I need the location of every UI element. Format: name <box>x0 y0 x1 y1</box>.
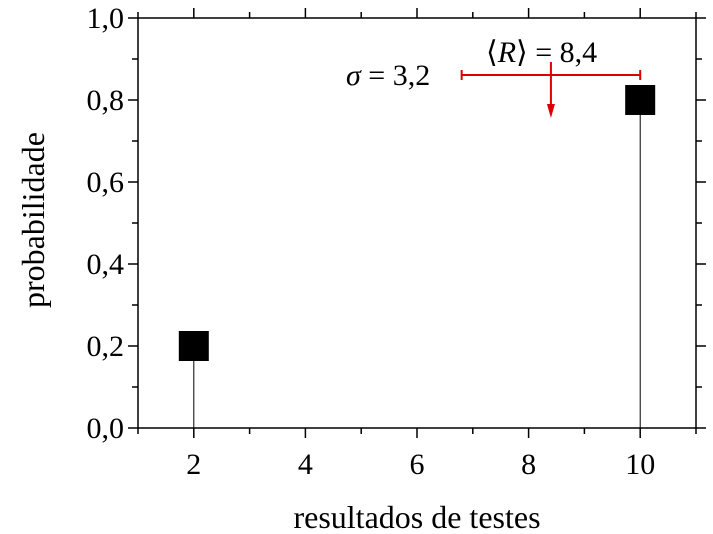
x-tick-label: 8 <box>521 448 536 481</box>
data-points <box>178 85 656 361</box>
mean-label: ⟨R⟩ = 8,4 <box>486 36 597 69</box>
axis-ticks: 2 4 6 8 10 0,0 0,2 0,4 0,6 0,8 1,0 <box>87 2 706 481</box>
y-tick-label: 1,0 <box>87 2 125 35</box>
x-tick-label: 2 <box>186 448 201 481</box>
y-tick-label: 0,6 <box>87 166 125 199</box>
sigma-label: σ = 3,2 <box>346 59 430 92</box>
data-point <box>178 331 209 361</box>
y-tick-label: 0,8 <box>87 84 125 117</box>
x-tick-label: 4 <box>298 448 313 481</box>
y-tick-label: 0,2 <box>87 330 125 363</box>
x-tick-label: 6 <box>410 448 425 481</box>
annotation: ⟨R⟩ = 8,4 σ = 3,2 <box>346 36 642 118</box>
x-tick-label: 10 <box>625 448 655 481</box>
stems <box>193 100 641 428</box>
x-axis-title: resultados de testes <box>293 499 540 534</box>
y-tick-label: 0,4 <box>87 248 125 281</box>
mean-arrow-head <box>546 104 555 118</box>
data-point <box>625 85 656 115</box>
y-tick-label: 0,0 <box>87 412 125 445</box>
y-axis-title: probabilidade <box>15 132 51 308</box>
